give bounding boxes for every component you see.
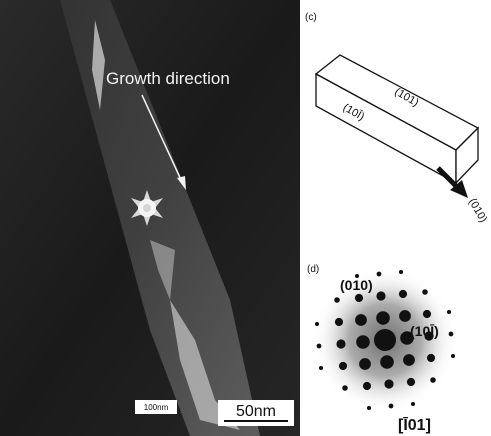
panel-d: (d) (010) (10Ī) [Ī01] — [307, 264, 457, 434]
diffraction-spot — [423, 310, 431, 318]
diffraction-spot — [342, 385, 348, 391]
figure: Growth direction 100nm 50nm (c) (101) (1… — [0, 0, 491, 436]
diffraction-spot — [374, 329, 396, 351]
scale-bar-label: 100nm — [144, 403, 169, 412]
diffraction-spot — [407, 378, 415, 386]
diffraction-spot — [389, 404, 394, 409]
diffraction-spot — [356, 335, 370, 349]
direction-label: (010) — [466, 196, 489, 224]
spot-label: (10Ī) — [410, 323, 439, 339]
panel-label: (d) — [307, 264, 319, 275]
diffraction-spot — [399, 270, 403, 274]
diffraction-spot — [447, 310, 451, 314]
diffraction-spot — [315, 322, 319, 326]
diffraction-spot — [335, 318, 343, 326]
panel-label: (c) — [305, 12, 317, 23]
diffraction-spot — [317, 344, 322, 349]
diffraction-spot — [363, 382, 371, 390]
diffraction-spot — [411, 402, 415, 406]
zone-axis: [Ī01] — [398, 415, 431, 434]
diffraction-spot — [359, 358, 371, 370]
diffraction-spot — [376, 311, 390, 325]
diffraction-spot — [339, 362, 347, 370]
spot-label: (010) — [340, 277, 373, 293]
diffraction-spot — [430, 377, 436, 383]
diffraction-spot — [367, 406, 371, 410]
diffraction-spot — [319, 366, 323, 370]
diffraction-spot — [422, 289, 428, 295]
annotation: Growth direction — [106, 69, 230, 88]
diffraction-spot — [336, 339, 345, 348]
panel-c: (c) (101) (10Ī) (010) — [305, 12, 489, 225]
diffraction-spot — [399, 310, 411, 322]
diffraction-spot — [451, 354, 455, 358]
diffraction-spot — [376, 291, 385, 300]
diffraction-spot — [449, 332, 454, 337]
diffraction-spot — [334, 297, 340, 303]
diffraction-spot — [355, 294, 363, 302]
diffraction-spot — [384, 379, 393, 388]
tem-image: Growth direction 100nm 50nm — [0, 0, 300, 436]
diffraction-spot — [403, 354, 415, 366]
diffraction-spot — [355, 314, 367, 326]
diffraction-spot — [399, 290, 407, 298]
diffraction-spot — [380, 355, 394, 369]
diffraction-spot — [377, 272, 382, 277]
diffraction-spot — [427, 354, 435, 362]
scale-bar-label: 50nm — [236, 403, 276, 420]
